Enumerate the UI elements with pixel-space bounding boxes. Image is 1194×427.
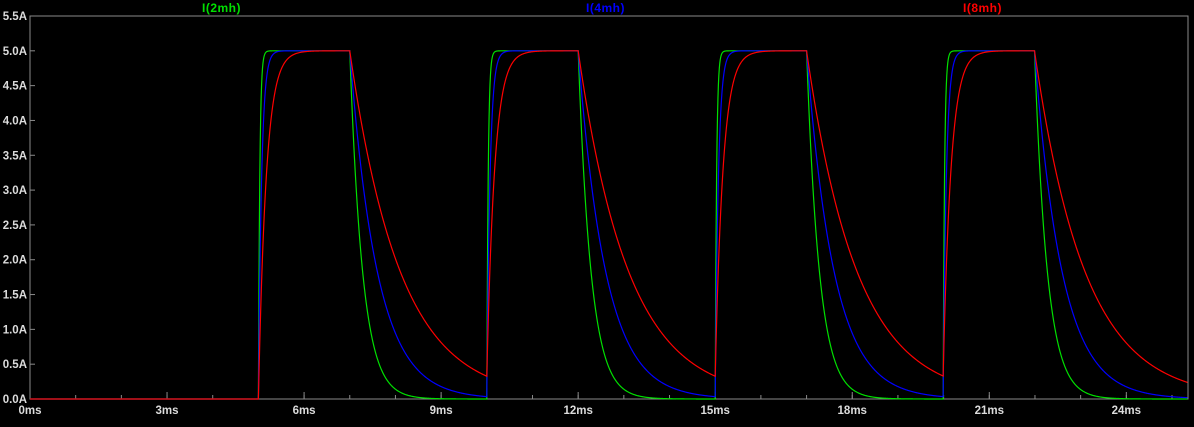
- trace-I(4mh): [30, 50, 1188, 400]
- y-tick-label: 2.0A: [3, 255, 27, 267]
- plot-legend: I(2mh) I(4mh) I(8mh): [0, 0, 1194, 16]
- y-tick-label: 1.0A: [3, 324, 27, 336]
- y-tick-label: 5.0A: [3, 46, 27, 58]
- x-tick-label: 12ms: [563, 405, 592, 417]
- plot-border: [29, 15, 1189, 400]
- y-tick-label: 5.5A: [3, 11, 27, 23]
- x-tick-label: 21ms: [975, 405, 1004, 417]
- trace-label-i2mh[interactable]: I(2mh): [202, 1, 241, 15]
- trace-label-i8mh[interactable]: I(8mh): [963, 1, 1002, 15]
- y-tick-label: 4.5A: [3, 81, 27, 93]
- y-tick-label: 1.5A: [3, 290, 27, 302]
- x-tick-label: 15ms: [700, 405, 729, 417]
- x-tick-label: 6ms: [293, 405, 316, 417]
- trace-I(2mh): [30, 50, 1188, 400]
- x-tick-label: 24ms: [1112, 405, 1141, 417]
- x-tick-label: 18ms: [838, 405, 867, 417]
- y-tick-label: 0.0A: [3, 394, 27, 406]
- y-tick-label: 2.5A: [3, 220, 27, 232]
- y-tick-label: 3.5A: [3, 150, 27, 162]
- trace-label-i4mh[interactable]: I(4mh): [586, 1, 625, 15]
- y-tick-label: 4.0A: [3, 115, 27, 127]
- y-tick-label: 3.0A: [3, 185, 27, 197]
- x-tick-label: 0ms: [18, 405, 41, 417]
- x-tick-label: 9ms: [430, 405, 453, 417]
- x-tick-label: 3ms: [156, 405, 179, 417]
- trace-I(8mh): [30, 50, 1188, 400]
- y-tick-label: 0.5A: [3, 359, 27, 371]
